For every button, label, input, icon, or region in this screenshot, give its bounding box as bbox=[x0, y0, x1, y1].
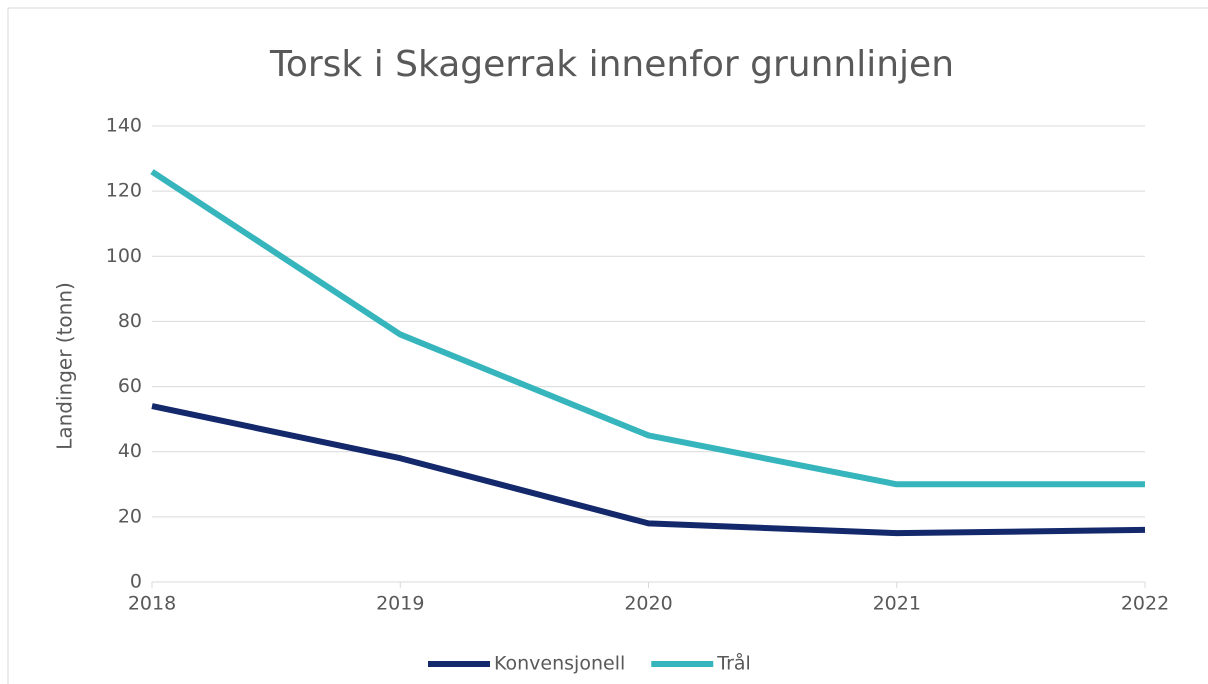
y-tick-label: 120 bbox=[106, 180, 142, 202]
y-tick-label: 140 bbox=[106, 115, 142, 137]
y-tick-label: 40 bbox=[118, 440, 142, 462]
y-tick-label: 80 bbox=[118, 310, 142, 332]
x-tick-label: 2018 bbox=[128, 593, 176, 615]
chart-border bbox=[7, 7, 1208, 684]
x-tick-label: 2019 bbox=[376, 593, 424, 615]
data-line bbox=[150, 169, 1145, 488]
chart-title: Torsk i Skagerrak innenfor grunnlinjen bbox=[269, 44, 954, 85]
y-tick-label: 20 bbox=[118, 505, 142, 527]
legend-label: Konvensjonell bbox=[494, 653, 625, 675]
x-tick-label: 2022 bbox=[1121, 593, 1169, 615]
y-tick-label: 60 bbox=[118, 375, 142, 397]
x-tick-label: 2020 bbox=[624, 593, 672, 615]
legend-label: Trål bbox=[716, 652, 751, 675]
y-tick-label: 100 bbox=[106, 245, 142, 267]
y-axis-label: Landinger (tonn) bbox=[53, 282, 77, 450]
data-line bbox=[151, 403, 1146, 537]
x-tick-label: 2021 bbox=[873, 593, 921, 615]
y-tick-label: 0 bbox=[130, 571, 142, 593]
